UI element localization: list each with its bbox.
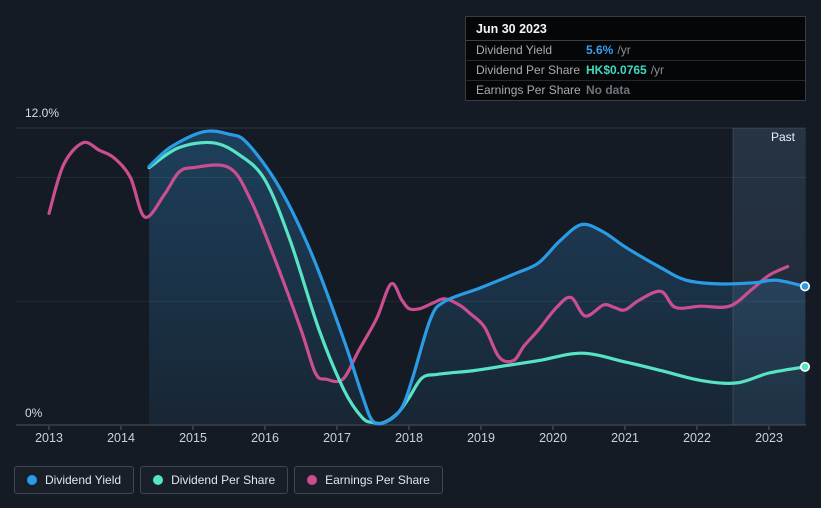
- x-axis-label: 2015: [179, 431, 207, 445]
- dividend-yield-dot-icon: [27, 475, 37, 485]
- x-axis-label: 2022: [683, 431, 711, 445]
- y-axis-max-label: 12.0%: [25, 106, 60, 120]
- legend-label: Earnings Per Share: [325, 473, 430, 487]
- tooltip-label: Earnings Per Share: [476, 83, 581, 97]
- x-axis-label: 2018: [395, 431, 423, 445]
- gridline-layer: [16, 127, 806, 430]
- x-axis-label: 2017: [323, 431, 351, 445]
- tooltip-unit: /yr: [617, 43, 631, 57]
- x-axis-label: 2013: [35, 431, 63, 445]
- y-axis-min-label: 0%: [25, 406, 43, 420]
- x-axis-label: 2020: [539, 431, 567, 445]
- x-axis-label: 2019: [467, 431, 495, 445]
- chart-legend: Dividend Yield Dividend Per Share Earnin…: [14, 466, 443, 494]
- legend-label: Dividend Yield: [45, 473, 122, 487]
- series-line-layer: [47, 129, 807, 426]
- legend-label: Dividend Per Share: [171, 473, 276, 487]
- tooltip-value: 5.6%: [586, 43, 614, 57]
- tooltip-row-earnings-per-share: Earnings Per Share No data: [466, 81, 805, 100]
- tooltip-unit: /yr: [650, 63, 665, 77]
- x-axis-label: 2014: [107, 431, 135, 445]
- x-axis-label: 2023: [755, 431, 783, 445]
- tooltip-label: Dividend Yield: [476, 43, 553, 57]
- tooltip-label: Dividend Per Share: [476, 63, 581, 77]
- tooltip-value: HK$0.0765: [586, 63, 647, 77]
- tooltip-date: Jun 30 2023: [466, 17, 805, 41]
- x-axis-label: 2016: [251, 431, 279, 445]
- dividend-per-share-dot-icon: [153, 475, 164, 485]
- end-marker-layer: [799, 281, 810, 372]
- legend-item-dividend-yield[interactable]: Dividend Yield: [14, 466, 135, 494]
- legend-item-earnings-per-share[interactable]: Earnings Per Share: [294, 466, 443, 494]
- chart-tooltip: Jun 30 2023 Dividend Yield 5.6% /yr Divi…: [465, 16, 806, 101]
- tooltip-value: No data: [586, 83, 631, 97]
- earnings-per-share-dot-icon: [307, 475, 318, 485]
- x-axis-label: 2021: [611, 431, 639, 445]
- past-region-label: Past: [771, 130, 796, 144]
- legend-item-dividend-per-share[interactable]: Dividend Per Share: [140, 466, 289, 494]
- tooltip-row-dividend-yield: Dividend Yield 5.6% /yr: [466, 41, 805, 61]
- tooltip-row-dividend-per-share: Dividend Per Share HK$0.0765 /yr: [466, 61, 805, 81]
